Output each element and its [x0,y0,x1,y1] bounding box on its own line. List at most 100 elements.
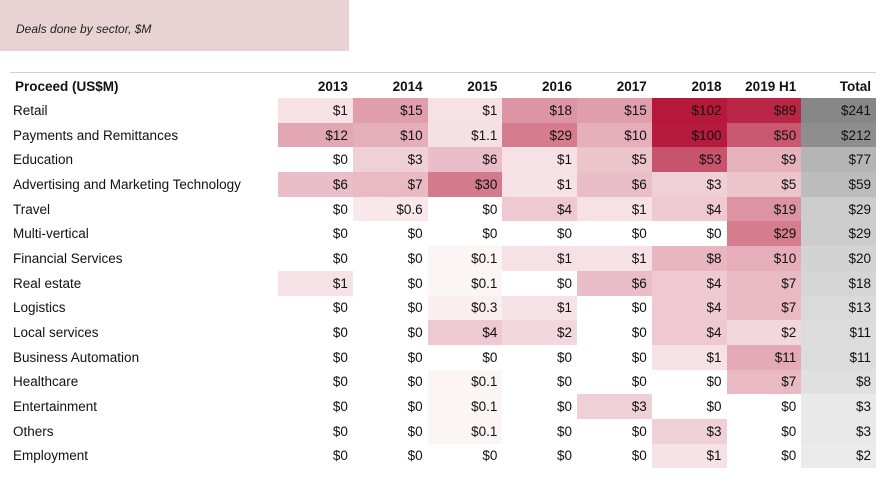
table-row: Entertainment $0 $0 $0.1 $0 $3 $0 $0 $3 [10,394,876,419]
value-cell: $0 [278,418,353,444]
value-cell: $3 [651,172,727,197]
value-cell: $18 [502,98,578,123]
value-cell: $3 [352,147,428,173]
value-cell: $0.1 [427,246,503,271]
value-cell: $10 [726,246,802,271]
total-cell: $29 [801,196,876,222]
total-cell: $59 [801,172,876,197]
value-cell: $0 [502,344,578,370]
table-row: Real estate $1 $0 $0.1 $0 $6 $4 $7 $18 [10,270,876,296]
value-cell: $0 [278,295,353,321]
row-label: Education [13,152,74,168]
table-row: Healthcare $0 $0 $0.1 $0 $0 $0 $7 $8 [10,369,876,395]
value-cell: $0 [577,344,652,370]
table-row: Business Automation $0 $0 $0 $0 $0 $1 $11 $11 [10,344,876,370]
value-cell: $1 [502,147,578,173]
value-cell: $0 [502,418,578,444]
value-cell: $0 [577,295,652,321]
value-cell: $0.1 [427,394,503,419]
value-cell: $0 [502,270,578,296]
total-cell: $2 [801,443,876,469]
table-row: Education $0 $3 $6 $1 $5 $53 $9 $77 [10,147,876,173]
total-cell: $18 [801,270,876,296]
table-row: Employment $0 $0 $0 $0 $0 $1 $0 $2 [10,443,876,469]
column-header: 2019 H1 [745,78,797,94]
value-cell: $0 [502,394,578,419]
value-cell: $0.1 [427,270,503,296]
value-cell: $0 [278,394,353,419]
table-row: Retail $1 $15 $1 $18 $15 $102 $89 $241 [10,98,876,123]
value-cell: $50 [726,122,802,148]
total-cell: $3 [801,394,876,419]
top-divider [10,72,876,73]
value-cell: $3 [651,418,727,444]
value-cell: $4 [427,320,503,345]
value-cell: $53 [651,147,727,173]
value-cell: $0 [278,369,353,395]
table-row: Advertising and Marketing Technology $6 $7… [10,172,876,197]
table-row: Logistics $0 $0 $0.3 $1 $0 $4 $7 $13 [10,295,876,321]
value-cell: $4 [651,295,727,321]
value-cell: $6 [577,270,652,296]
row-header-label: Proceed (US$M) [15,78,119,94]
value-cell: $0 [427,221,503,247]
value-cell: $0 [278,147,353,173]
value-cell: $30 [427,172,503,197]
value-cell: $1 [577,246,652,271]
column-header: 2015 [467,78,498,94]
row-label: Multi-vertical [13,226,89,242]
value-cell: $1 [278,98,353,123]
value-cell: $0 [352,369,428,395]
row-label: Retail [13,102,48,118]
row-label: Local services [13,325,99,341]
value-cell: $6 [577,172,652,197]
value-cell: $0 [278,221,353,247]
value-cell: $0 [352,246,428,271]
value-cell: $4 [651,196,727,222]
value-cell: $7 [726,295,802,321]
value-cell: $7 [352,172,428,197]
value-cell: $9 [726,147,802,173]
value-cell: $10 [577,122,652,148]
value-cell: $0 [502,369,578,395]
value-cell: $0 [352,394,428,419]
row-label: Travel [13,201,51,217]
value-cell: $0 [502,221,578,247]
value-cell: $0 [577,320,652,345]
value-cell: $0 [427,443,503,469]
value-cell: $1 [427,98,503,123]
row-label: Payments and Remittances [13,127,179,143]
value-cell: $0 [352,344,428,370]
value-cell: $0 [427,344,503,370]
chart-caption: Deals done by sector, $M [16,22,152,36]
value-cell: $1 [502,172,578,197]
value-cell: $0 [577,221,652,247]
value-cell: $0 [278,443,353,469]
value-cell: $15 [577,98,652,123]
row-label: Advertising and Marketing Technology [13,176,241,192]
value-cell: $7 [726,270,802,296]
value-cell: $1 [502,246,578,271]
value-cell: $3 [577,394,652,419]
row-label: Healthcare [13,374,79,390]
value-cell: $11 [726,344,802,370]
value-cell: $102 [651,98,727,123]
value-cell: $1 [651,443,727,469]
value-cell: $0 [352,418,428,444]
table-row: Local services $0 $0 $4 $2 $0 $4 $2 $11 [10,320,876,345]
column-header: 2013 [317,78,348,94]
table-row: Travel $0 $0.6 $0 $4 $1 $4 $19 $29 [10,196,876,222]
value-cell: $0 [278,196,353,222]
table-row: Financial Services $0 $0 $0.1 $1 $1 $8 $10 $20 [10,246,876,271]
heatmap-table: Proceed (US$M) 2013 2014 2015 2016 2017 2018 2… [10,74,876,469]
value-cell: $15 [352,98,428,123]
value-cell: $5 [726,172,802,197]
value-cell: $0 [651,369,727,395]
row-label: Business Automation [13,349,140,365]
column-header: 2014 [392,78,423,94]
value-cell: $0 [726,418,802,444]
value-cell: $0 [427,196,503,222]
value-cell: $19 [726,196,802,222]
column-header: 2018 [691,78,722,94]
total-cell: $13 [801,295,876,321]
